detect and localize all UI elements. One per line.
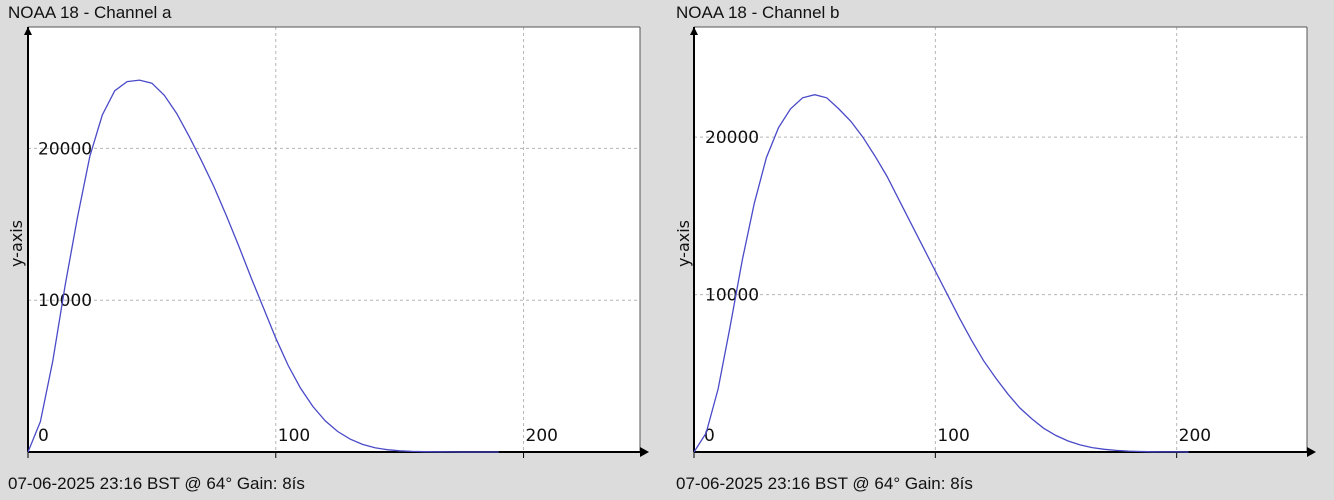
chart-a-x-tick-label: 100: [278, 426, 310, 446]
chart-a-x-tick-label: 200: [526, 426, 558, 446]
chart-a-y-axis-label: y-axis: [7, 220, 26, 267]
chart-b-x-tick-label: 200: [1179, 426, 1211, 446]
chart-a-y-tick-label: 10000: [38, 291, 92, 311]
chart-b-y-axis-label: y-axis: [674, 220, 693, 267]
chart-b-y-tick-label: 20000: [705, 128, 759, 148]
chart-a-footer: 07-06-2025 23:16 BST @ 64° Gain: 8ís: [8, 474, 305, 493]
chart-a-x-tick-label: 0: [38, 426, 49, 446]
chart-b-series-line: [693, 94, 1189, 453]
chart-a-x-axis-arrow: [640, 447, 649, 457]
chart-panel-channel-b: 0 100 200 10000 20000 y-axis NOAA 18 - Channe…: [667, 0, 1334, 500]
chart-a-plot: 0 100 200 10000 20000 y-axis: [7, 26, 649, 458]
chart-b-plot: 0 100 200 10000 20000 y-axis: [674, 26, 1316, 458]
chart-a-y-tick-label: 20000: [38, 139, 92, 159]
chart-b-x-axis-arrow: [1307, 447, 1316, 457]
chart-b-plot-area: [694, 27, 1307, 452]
chart-b-x-tick-label: 100: [937, 426, 969, 446]
chart-a-y-axis-arrow: [24, 27, 32, 35]
chart-panel-channel-a: 0 100 200 10000 20000 y-axis NOAA 18 - Channe…: [7, 3, 649, 493]
chart-b-title: NOAA 18 - Channel b: [676, 3, 840, 22]
chart-b-y-axis-arrow: [690, 27, 698, 35]
chart-a-series-line: [27, 79, 499, 453]
chart-b-y-tick-label: 10000: [705, 286, 759, 306]
chart-b-footer: 07-06-2025 23:16 BST @ 64° Gain: 8ís: [676, 474, 973, 493]
chart-b-x-tick-label: 0: [704, 426, 715, 446]
chart-a-plot-area: [28, 27, 640, 452]
chart-a-title: NOAA 18 - Channel a: [8, 3, 172, 22]
